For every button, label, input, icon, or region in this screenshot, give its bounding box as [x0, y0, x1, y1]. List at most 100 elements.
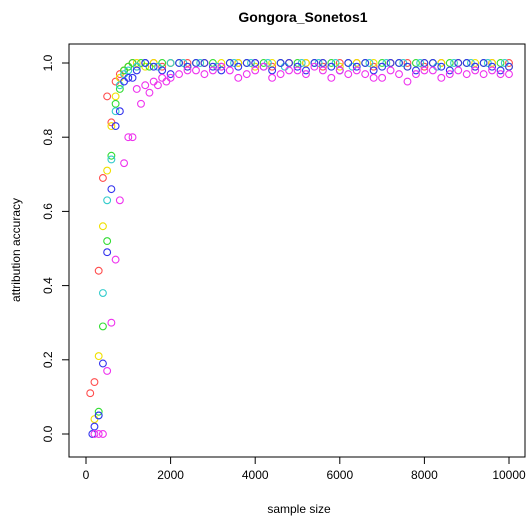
data-point [158, 73, 167, 82]
data-point [263, 59, 272, 67]
data-point [111, 77, 120, 86]
data-point [378, 73, 387, 82]
data-point [132, 85, 141, 93]
data-point [111, 255, 120, 264]
data-point [416, 59, 425, 67]
data-point [369, 73, 378, 82]
data-point [115, 107, 124, 116]
data-point [386, 59, 395, 67]
x-axis-label: sample size [267, 502, 331, 516]
data-point [488, 66, 497, 75]
data-point [395, 59, 403, 67]
data-point [115, 85, 124, 93]
data-point [153, 81, 162, 90]
data-point [500, 59, 509, 67]
data-point [505, 59, 513, 67]
data-point [98, 359, 107, 368]
data-point [90, 378, 99, 387]
data-point [145, 88, 154, 97]
data-point [445, 70, 454, 79]
data-point [107, 155, 116, 164]
data-point [234, 73, 243, 82]
data-point [403, 59, 412, 67]
data-point [98, 289, 107, 297]
data-point [128, 133, 137, 142]
data-point [98, 430, 107, 438]
data-point [200, 70, 209, 79]
data-point [335, 66, 344, 75]
data-point [445, 66, 454, 75]
data-point [141, 59, 150, 67]
data-point [259, 59, 268, 67]
data-point [111, 122, 120, 131]
data-point [217, 66, 226, 75]
y-tick-label: 0.4 [41, 277, 55, 294]
data-point [242, 70, 251, 79]
data-point [471, 59, 480, 67]
data-point [115, 196, 124, 205]
data-point [352, 66, 361, 75]
data-point [327, 59, 336, 67]
data-point [331, 59, 340, 67]
data-point [361, 59, 370, 67]
data-point [162, 77, 171, 86]
data-point [251, 59, 260, 67]
data-points [86, 59, 513, 438]
data-point [107, 122, 116, 131]
data-point [111, 107, 120, 116]
data-point [437, 62, 446, 71]
data-point [124, 73, 133, 82]
x-tick-label: 8000 [411, 468, 438, 482]
data-point [420, 66, 429, 75]
y-axis: 0.0 0.2 0.4 0.6 0.8 1.0 [41, 54, 70, 442]
x-tick-label: 2000 [157, 468, 184, 482]
data-point [318, 59, 327, 67]
data-point [251, 66, 260, 75]
data-point [166, 59, 175, 67]
x-axis: 0 2000 4000 6000 8000 10000 [83, 456, 526, 482]
data-point [365, 59, 374, 67]
data-point [208, 62, 217, 71]
data-point [94, 352, 103, 361]
y-tick-label: 0.8 [41, 129, 55, 146]
data-point [149, 77, 158, 86]
data-point [192, 59, 200, 67]
data-point [107, 151, 116, 160]
y-tick-label: 0.0 [41, 425, 55, 442]
data-point [137, 99, 145, 108]
data-point [158, 62, 167, 71]
data-point [242, 59, 251, 67]
data-point [94, 430, 103, 438]
data-point [302, 70, 310, 79]
data-point [90, 430, 99, 438]
data-point [90, 415, 99, 424]
data-point [103, 237, 112, 246]
data-point [94, 266, 103, 275]
data-point [276, 59, 285, 67]
data-point [428, 66, 437, 75]
data-point [120, 77, 129, 86]
data-point [285, 59, 293, 67]
data-point [496, 70, 505, 79]
data-point [361, 70, 370, 79]
data-point [141, 81, 150, 90]
data-point [310, 62, 319, 71]
data-point [411, 66, 420, 75]
data-point [479, 70, 488, 79]
data-point [488, 62, 497, 71]
data-point [454, 59, 463, 67]
data-point [479, 59, 488, 67]
data-point [420, 59, 429, 67]
data-point [111, 92, 120, 101]
data-point [302, 59, 310, 67]
data-point [352, 62, 361, 71]
data-point [149, 62, 158, 71]
data-point [98, 174, 107, 182]
data-point [318, 66, 327, 75]
y-axis-label: attribution accuracy [9, 198, 23, 302]
data-point [378, 62, 387, 71]
x-tick-label: 0 [83, 468, 90, 482]
data-point [86, 389, 95, 398]
data-point [276, 70, 285, 79]
data-point [103, 92, 112, 101]
